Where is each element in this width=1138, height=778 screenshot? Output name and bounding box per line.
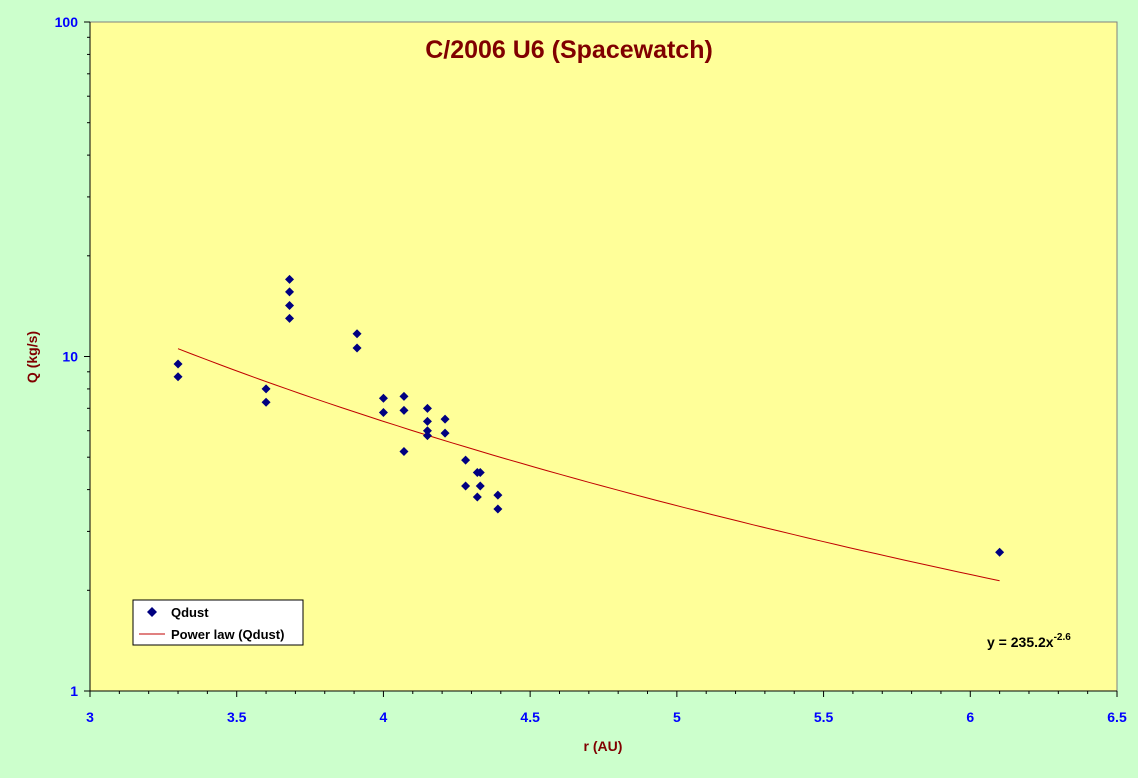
power-law-trendline — [177, 348, 1000, 582]
data-point-qdust — [378, 408, 388, 418]
data-point-qdust — [285, 313, 295, 323]
data-point-qdust — [399, 446, 409, 456]
data-point-qdust — [995, 547, 1005, 557]
data-point-qdust — [285, 301, 295, 311]
data-point-qdust — [422, 426, 432, 436]
x-axis-title: r (AU) — [584, 738, 623, 754]
data-point-qdust — [399, 405, 409, 415]
equation-base: y = 235.2x — [987, 634, 1054, 650]
data-point-qdust — [261, 397, 271, 407]
legend-label-qdust: Qdust — [171, 605, 209, 620]
x-tick-label: 4 — [380, 709, 388, 725]
x-tick-label: 4.5 — [520, 709, 540, 725]
equation-exponent: -2.6 — [1054, 632, 1072, 643]
data-point-qdust — [472, 492, 482, 502]
marks-layer — [173, 274, 1005, 582]
data-point-qdust — [378, 393, 388, 403]
legend-label-powerlaw: Power law (Qdust) — [171, 627, 284, 642]
y-tick-label: 100 — [55, 14, 79, 30]
legend-box — [132, 599, 304, 646]
data-point-qdust — [440, 428, 450, 438]
data-point-qdust — [422, 431, 432, 441]
y-axis-title: Q (kg/s) — [24, 331, 40, 383]
data-point-qdust — [422, 403, 432, 413]
data-point-qdust — [493, 490, 503, 500]
data-point-qdust — [461, 455, 471, 465]
x-tick-label: 6 — [966, 709, 974, 725]
y-tick-label: 10 — [62, 349, 78, 365]
data-point-qdust — [352, 329, 362, 339]
y-tick-label: 1 — [70, 683, 78, 699]
axes-layer: 3 3.5 4 4.5 5 5.5 6 6.5 1 10 100 — [55, 14, 1127, 725]
data-point-qdust — [285, 274, 295, 284]
data-point-qdust — [261, 384, 271, 394]
equation-label: y = 235.2x-2.6 — [987, 632, 1071, 650]
data-point-qdust — [475, 481, 485, 491]
x-tick-label: 5.5 — [814, 709, 834, 725]
data-point-qdust — [352, 343, 362, 353]
legend: Qdust Power law (Qdust) — [132, 599, 304, 646]
legend-marker-qdust — [147, 607, 157, 617]
x-tick-label: 3 — [86, 709, 94, 725]
data-point-qdust — [461, 481, 471, 491]
x-tick-label: 5 — [673, 709, 681, 725]
x-tick-label: 6.5 — [1107, 709, 1127, 725]
data-point-qdust — [440, 414, 450, 424]
data-point-qdust — [173, 359, 183, 369]
x-tick-label: 3.5 — [227, 709, 247, 725]
data-point-qdust — [475, 468, 485, 478]
data-point-qdust — [285, 287, 295, 297]
data-point-qdust — [399, 391, 409, 401]
data-point-qdust — [493, 504, 503, 514]
data-point-qdust — [173, 372, 183, 382]
plot-area — [89, 21, 1118, 692]
data-point-qdust — [422, 416, 432, 426]
chart-title: C/2006 U6 (Spacewatch) — [425, 36, 713, 64]
